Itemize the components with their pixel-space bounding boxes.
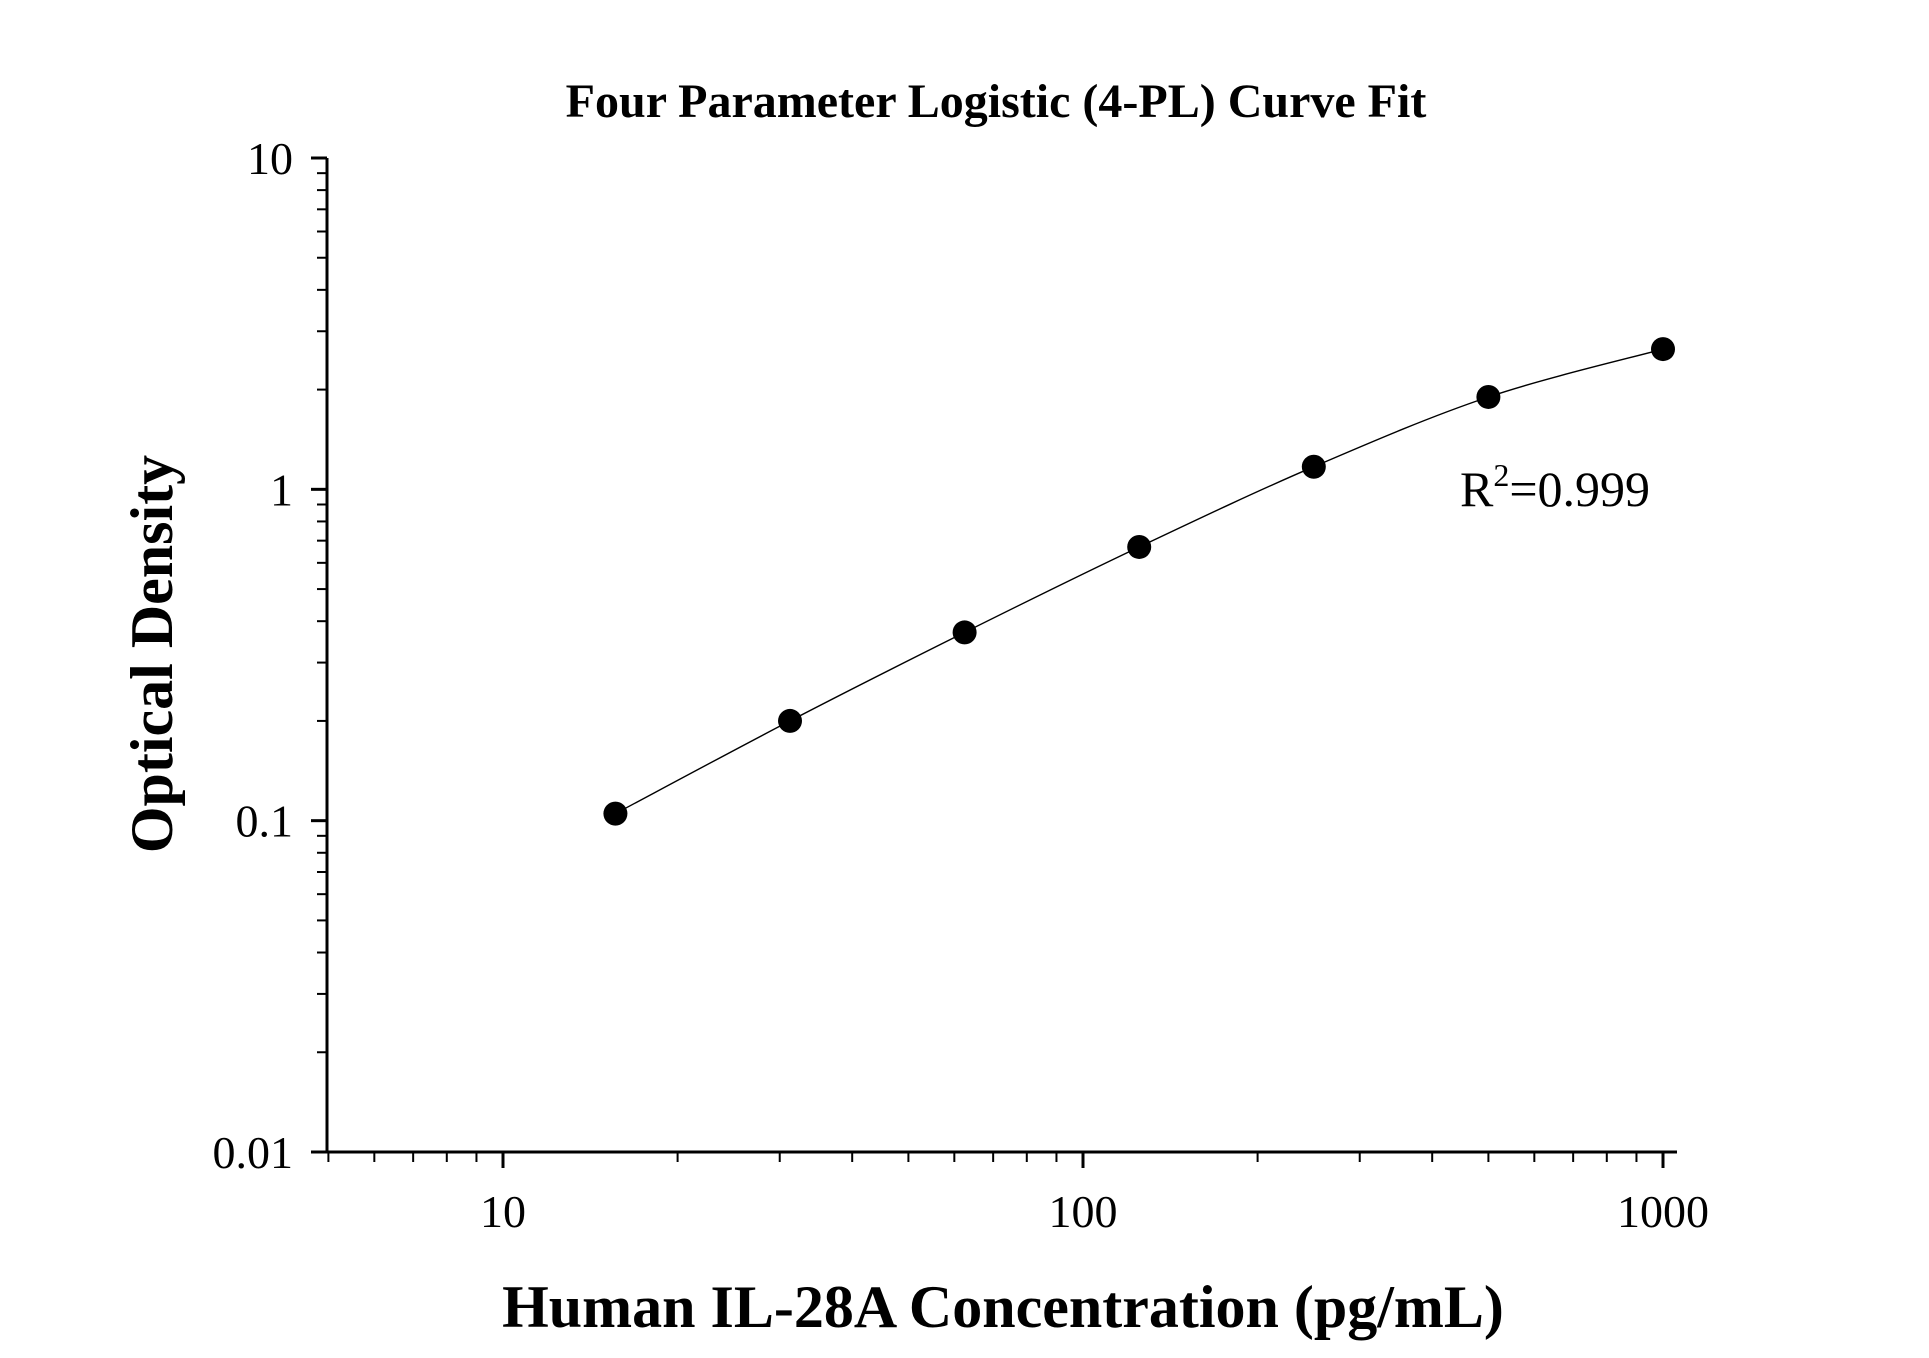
x-axis-title: Human IL-28A Concentration (pg/mL) xyxy=(502,1274,1504,1340)
r-squared-label: R xyxy=(1460,461,1494,517)
y-tick-label: 0.01 xyxy=(213,1127,294,1178)
data-point xyxy=(778,708,803,733)
fit-curve xyxy=(615,348,1664,815)
x-axis-ticks: 10 100 1000 xyxy=(327,1152,1709,1237)
data-points xyxy=(603,337,1675,826)
x-tick-label: 10 xyxy=(480,1186,526,1237)
r-squared-superscript: 2 xyxy=(1493,457,1509,493)
x-tick-label: 1000 xyxy=(1617,1186,1709,1237)
y-axis: 0.01 0.1 1 10 xyxy=(213,133,329,1178)
x-axis: 10 100 1000 xyxy=(326,1150,1709,1237)
y-axis-title: Optical Density xyxy=(119,455,185,853)
y-axis-ticks: 0.01 0.1 1 10 xyxy=(213,133,327,1178)
data-point xyxy=(1651,337,1675,362)
data-point xyxy=(1476,384,1501,409)
x-tick-label: 100 xyxy=(1049,1186,1118,1237)
data-point xyxy=(1301,454,1326,479)
y-tick-label: 0.1 xyxy=(236,796,294,847)
y-tick-label: 1 xyxy=(270,464,293,515)
data-point xyxy=(1127,534,1152,559)
data-point xyxy=(952,620,977,645)
chart-title: Four Parameter Logistic (4-PL) Curve Fit xyxy=(566,75,1427,128)
r-squared-annotation: R2=0.999 xyxy=(1460,457,1650,517)
r-squared-value: =0.999 xyxy=(1509,461,1650,517)
data-point xyxy=(603,801,628,826)
y-tick-label: 10 xyxy=(247,133,293,184)
